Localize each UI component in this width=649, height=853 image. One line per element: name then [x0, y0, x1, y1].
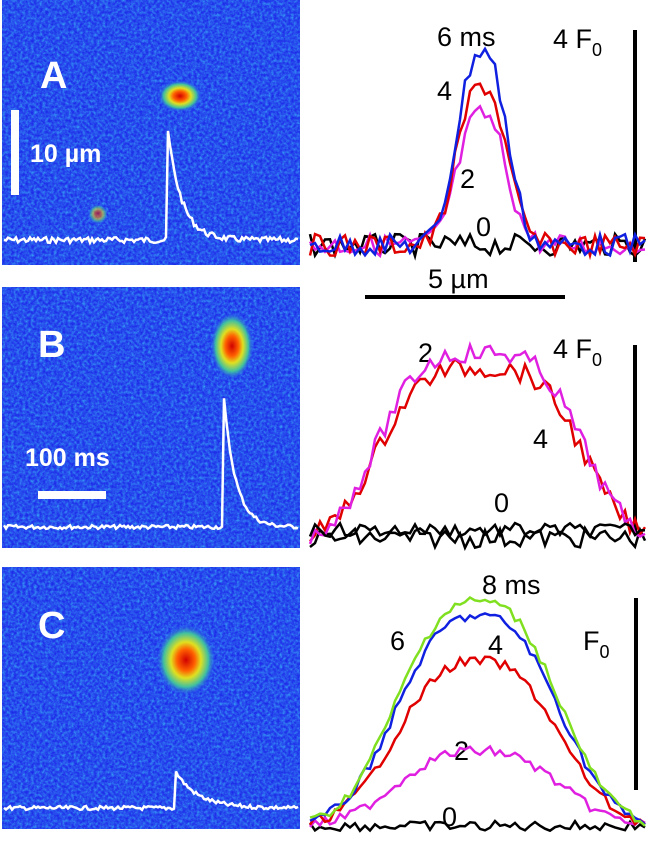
amp: F: [583, 626, 600, 656]
trace: [308, 231, 647, 261]
trace-label: 6 ms: [437, 22, 496, 52]
trace: [3, 770, 299, 812]
scale-label: 100 ms: [25, 444, 110, 472]
trace-label: 6: [390, 626, 405, 656]
trace-label: 4: [488, 630, 503, 660]
panel-label: B: [38, 324, 65, 366]
trace: [309, 46, 646, 258]
trace-label: 8 ms: [482, 570, 541, 600]
amplitude-label: F0: [583, 626, 610, 662]
amplitude-label: 4 F0: [553, 24, 602, 60]
trace: [308, 340, 646, 545]
trace-label: 2: [418, 338, 433, 368]
scale-label: 10 µm: [30, 140, 101, 168]
amp: 4 F: [553, 24, 592, 54]
trace: [309, 525, 647, 552]
trace: [3, 130, 299, 246]
amp-sub: 0: [600, 642, 610, 662]
trace: [309, 595, 646, 827]
trace-label: 2: [454, 736, 469, 766]
trace: [308, 655, 646, 826]
trace: [309, 744, 646, 828]
trace-label: 0: [476, 212, 491, 242]
amp-sub: 0: [592, 350, 602, 370]
amp: 4 F: [553, 334, 592, 364]
trace-label: 0: [494, 488, 509, 518]
trace-label: 2: [460, 164, 475, 194]
amp-sub: 0: [592, 40, 602, 60]
distance-label: 5 µm: [428, 264, 489, 294]
trace: [308, 818, 646, 833]
trace: [309, 357, 647, 543]
images: [2, 0, 300, 829]
panel-label: C: [38, 605, 65, 647]
bars: [365, 30, 638, 790]
trace-label: 4: [533, 424, 548, 454]
trace: [308, 520, 646, 539]
trace-label: 4: [437, 76, 452, 106]
trace: [2, 398, 299, 531]
amplitude-label: 4 F0: [553, 334, 602, 370]
panel-label: A: [40, 55, 67, 97]
